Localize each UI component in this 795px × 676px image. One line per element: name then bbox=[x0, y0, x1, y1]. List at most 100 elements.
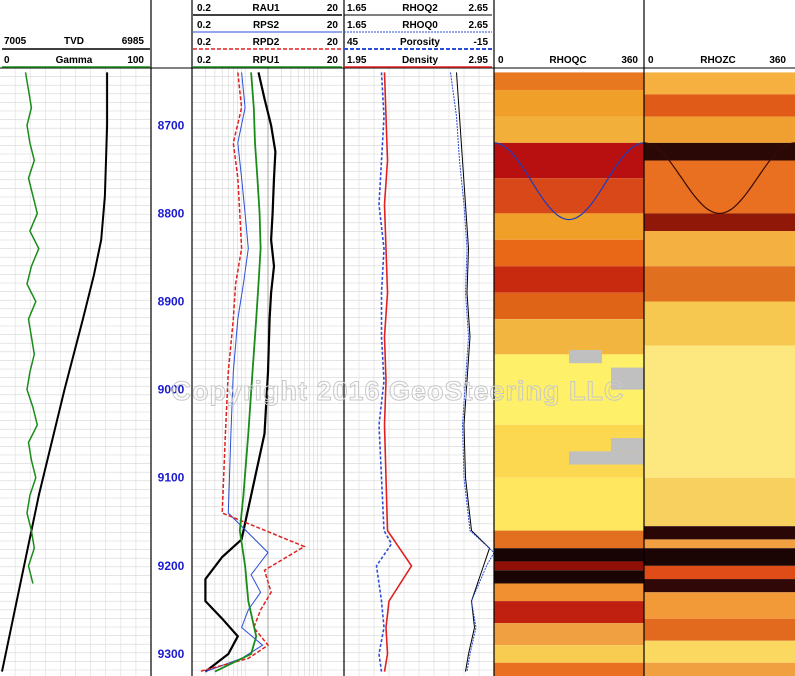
rhoqc-band bbox=[494, 292, 644, 320]
rps2-label: RPS2 bbox=[253, 20, 280, 31]
log-curves bbox=[1, 72, 495, 673]
rhozc-label: RHOZC bbox=[700, 55, 736, 66]
rhozc-band bbox=[644, 142, 795, 161]
depth-tick-label: 9300 bbox=[158, 647, 185, 661]
rhozc-band bbox=[644, 662, 795, 676]
rhoq0-scale-right: 2.65 bbox=[469, 20, 489, 31]
rhoqc-band bbox=[494, 601, 644, 624]
rhozc-band bbox=[644, 592, 795, 619]
rhozc-scale-left: 0 bbox=[648, 55, 654, 66]
rhoqc-sinusoid bbox=[493, 142, 645, 221]
gamma-label: Gamma bbox=[56, 55, 93, 66]
depth-tick-label: 8900 bbox=[158, 295, 185, 309]
rhoqc-track-header: 0 RHOQC 360 bbox=[498, 55, 638, 66]
rhoqc-band bbox=[494, 178, 644, 214]
gamma-curve bbox=[24, 72, 40, 584]
rpu1-label: RPU1 bbox=[253, 55, 280, 66]
rhoq0-curve bbox=[450, 72, 495, 672]
rhozc-band bbox=[644, 640, 795, 663]
rpd2-scale-right: 20 bbox=[327, 37, 339, 48]
rhoqc-band bbox=[494, 548, 644, 562]
rhoqc-band bbox=[494, 239, 644, 267]
rhozc-band bbox=[644, 539, 795, 549]
rhoqc-missing-data bbox=[611, 367, 644, 390]
rhozc-band bbox=[644, 526, 795, 540]
rhoqc-scale-right: 360 bbox=[621, 55, 638, 66]
density-label: Density bbox=[402, 55, 439, 66]
rhoqc-missing-data bbox=[569, 349, 602, 364]
rau1-label: RAU1 bbox=[252, 3, 280, 14]
rhoqc-missing-data bbox=[611, 438, 644, 452]
rhoqc-band bbox=[494, 266, 644, 293]
rhoqc-band bbox=[494, 142, 644, 179]
rhoqc-scale-left: 0 bbox=[498, 55, 504, 66]
rpu1-scale-left: 0.2 bbox=[197, 55, 211, 66]
depth-tick-label: 8800 bbox=[158, 206, 185, 220]
rhoqc-band bbox=[494, 319, 644, 355]
rps2-scale-left: 0.2 bbox=[197, 20, 211, 31]
rhozc-band bbox=[644, 213, 795, 232]
tvd-label: TVD bbox=[64, 36, 84, 47]
gamma-scale-left: 0 bbox=[4, 55, 10, 66]
rhoqc-band bbox=[494, 90, 644, 117]
rau1-scale-right: 20 bbox=[327, 3, 339, 14]
tvd-scale-left: 7005 bbox=[4, 36, 27, 47]
rhozc-band bbox=[644, 116, 795, 143]
tvd-curve bbox=[1, 72, 109, 672]
rhozc-band bbox=[644, 301, 795, 346]
depth-axis: 8700 8800 8900 9000 9100 9200 9300 bbox=[158, 118, 185, 661]
resistivity-track-header: 0.2 RAU1 20 0.2 RPS2 20 0.2 RPD2 20 0.2 … bbox=[193, 3, 342, 68]
rhoq0-label: RHOQ0 bbox=[402, 20, 438, 31]
rhozc-band bbox=[644, 548, 795, 566]
rhozc-band bbox=[644, 618, 795, 641]
depth-tick-label: 8700 bbox=[158, 118, 185, 132]
copyright-watermark: Copyright 2016 GeoSteering LLC bbox=[171, 376, 624, 406]
depth-tick-label: 9000 bbox=[158, 383, 185, 397]
rhozc-band bbox=[644, 231, 795, 267]
rhoqc-band bbox=[494, 72, 644, 91]
rhoqc-band bbox=[494, 561, 644, 571]
porosity-scale-left: 45 bbox=[347, 37, 359, 48]
rhozc-band bbox=[644, 72, 795, 95]
track-grids bbox=[0, 67, 494, 676]
rhozc-band bbox=[644, 94, 795, 117]
rhoqc-band bbox=[494, 583, 644, 602]
gamma-track-header: 7005 TVD 6985 0 Gamma 100 bbox=[2, 36, 150, 68]
rhoqc-band bbox=[494, 645, 644, 663]
rhoqc-band bbox=[494, 662, 644, 676]
rhozc-band bbox=[644, 579, 795, 593]
rhoqc-band bbox=[494, 623, 644, 646]
tvd-scale-right: 6985 bbox=[122, 36, 145, 47]
density-scale-right: 2.95 bbox=[469, 55, 489, 66]
depth-tick-label: 9200 bbox=[158, 559, 185, 573]
porosity-curve bbox=[375, 72, 393, 672]
rhoqc-band bbox=[494, 570, 644, 584]
rhozc-band bbox=[644, 160, 795, 214]
depth-tick-label: 9100 bbox=[158, 471, 185, 485]
rhoqc-band bbox=[494, 116, 644, 143]
density-scale-left: 1.95 bbox=[347, 55, 367, 66]
rhoq2-curve bbox=[456, 72, 491, 672]
rhozc-band bbox=[644, 345, 795, 478]
rhoq0-scale-left: 1.65 bbox=[347, 20, 367, 31]
rhozc-band bbox=[644, 477, 795, 527]
rhozc-sinusoid bbox=[643, 142, 795, 215]
rhoq2-label: RHOQ2 bbox=[402, 3, 438, 14]
rau1-scale-left: 0.2 bbox=[197, 3, 211, 14]
rps2-scale-right: 20 bbox=[327, 20, 339, 31]
gamma-scale-right: 100 bbox=[127, 55, 144, 66]
rhoqc-label: RHOQC bbox=[549, 55, 586, 66]
rpd2-label: RPD2 bbox=[253, 37, 280, 48]
porosity-label: Porosity bbox=[400, 37, 440, 48]
rpu1-scale-right: 20 bbox=[327, 55, 339, 66]
density-track-header: 1.65 RHOQ2 2.65 1.65 RHOQ0 2.65 45 Poros… bbox=[344, 3, 492, 68]
rhozc-band bbox=[644, 565, 795, 580]
rhozc-scale-right: 360 bbox=[769, 55, 786, 66]
rhozc-band bbox=[644, 266, 795, 302]
rhozc-image-track bbox=[643, 72, 795, 676]
rhoqc-band bbox=[494, 477, 644, 531]
rpd2-scale-left: 0.2 bbox=[197, 37, 211, 48]
rhoqc-band bbox=[494, 530, 644, 549]
